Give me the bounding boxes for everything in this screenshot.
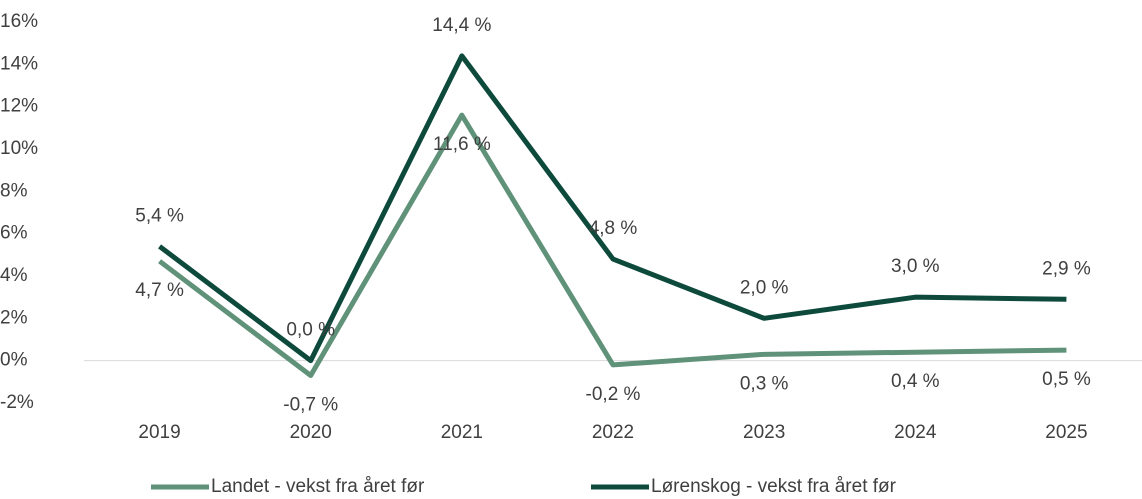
data-label: 0,3 % <box>740 373 789 394</box>
y-tick-label: 12% <box>0 96 38 117</box>
y-tick-label: 10% <box>0 138 38 159</box>
y-tick-label: 14% <box>0 53 38 74</box>
x-tick-label: 2025 <box>1045 422 1087 443</box>
data-label: 0,5 % <box>1042 369 1091 390</box>
x-tick-label: 2020 <box>290 422 332 443</box>
data-label: 2,9 % <box>1042 258 1091 279</box>
x-tick-label: 2024 <box>894 422 937 443</box>
legend-label: Landet - vekst fra året før <box>211 476 425 497</box>
x-tick-label: 2023 <box>743 422 785 443</box>
data-label: 4,7 % <box>135 280 184 301</box>
y-tick-label: 2% <box>0 307 28 328</box>
data-label: 3,0 % <box>891 256 940 277</box>
data-label: 5,4 % <box>135 205 184 226</box>
data-label: 14,4 % <box>432 15 491 36</box>
data-label: -0,2 % <box>586 384 641 405</box>
x-tick-label: 2019 <box>138 422 180 443</box>
y-tick-label: 0% <box>0 350 28 371</box>
legend-label: Lørenskog - vekst fra året før <box>651 476 897 497</box>
line-series <box>158 112 1067 378</box>
x-tick-label: 2022 <box>592 422 634 443</box>
data-label: 4,8 % <box>589 218 638 239</box>
data-label: -0,7 % <box>283 394 338 415</box>
line-series <box>158 53 1067 364</box>
y-tick-label: 6% <box>0 223 28 244</box>
y-tick-label: -2% <box>0 392 34 413</box>
x-tick-label: 2021 <box>441 422 483 443</box>
y-tick-label: 8% <box>0 180 28 201</box>
data-label: 11,6 % <box>433 134 491 155</box>
data-label: 0,4 % <box>891 371 940 392</box>
y-tick-label: 4% <box>0 265 28 286</box>
data-label: 2,0 % <box>740 277 789 298</box>
y-tick-label: 16% <box>0 11 38 32</box>
data-label: 0,0 % <box>286 320 335 341</box>
